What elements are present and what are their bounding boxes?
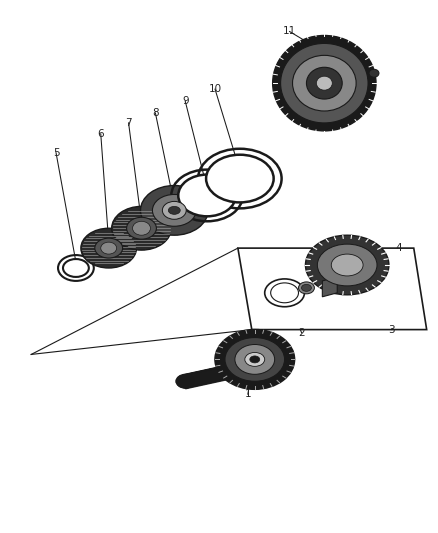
Ellipse shape [127, 217, 156, 239]
Ellipse shape [191, 371, 210, 385]
Ellipse shape [281, 43, 368, 123]
Text: 2: 2 [298, 328, 305, 337]
Ellipse shape [205, 368, 225, 382]
Ellipse shape [271, 283, 298, 303]
Ellipse shape [194, 370, 214, 384]
Ellipse shape [301, 285, 311, 292]
Ellipse shape [224, 364, 244, 377]
Ellipse shape [95, 238, 123, 258]
Ellipse shape [101, 242, 117, 254]
Text: 5: 5 [53, 148, 60, 158]
Ellipse shape [179, 374, 199, 387]
Ellipse shape [200, 369, 219, 383]
Text: 6: 6 [97, 129, 104, 139]
Polygon shape [322, 277, 337, 297]
Ellipse shape [220, 365, 240, 378]
Ellipse shape [181, 373, 201, 387]
Ellipse shape [175, 374, 195, 388]
Ellipse shape [168, 206, 180, 214]
Ellipse shape [178, 175, 236, 216]
Ellipse shape [112, 206, 171, 250]
Ellipse shape [211, 367, 231, 381]
Ellipse shape [235, 344, 275, 374]
Text: 3: 3 [389, 325, 395, 335]
Ellipse shape [196, 370, 216, 384]
Ellipse shape [192, 370, 212, 384]
Text: 1: 1 [244, 389, 251, 399]
Ellipse shape [188, 372, 208, 385]
Ellipse shape [228, 363, 248, 377]
Ellipse shape [183, 373, 203, 386]
Text: 4: 4 [396, 243, 402, 253]
Ellipse shape [307, 67, 342, 99]
Ellipse shape [226, 363, 246, 377]
Ellipse shape [177, 374, 197, 388]
Text: 9: 9 [182, 96, 188, 106]
Ellipse shape [225, 337, 285, 381]
Ellipse shape [217, 365, 237, 379]
Ellipse shape [207, 367, 227, 381]
Ellipse shape [206, 155, 274, 203]
Ellipse shape [293, 55, 356, 111]
Ellipse shape [81, 228, 137, 268]
Ellipse shape [273, 36, 376, 131]
Ellipse shape [318, 244, 377, 286]
Ellipse shape [63, 259, 89, 277]
Ellipse shape [331, 254, 363, 276]
Text: 10: 10 [208, 84, 222, 94]
Ellipse shape [215, 329, 294, 389]
Ellipse shape [298, 282, 314, 294]
Text: 7: 7 [125, 118, 132, 128]
Ellipse shape [141, 185, 208, 235]
Ellipse shape [245, 352, 265, 366]
Ellipse shape [230, 362, 250, 376]
Ellipse shape [305, 235, 389, 295]
Ellipse shape [213, 366, 233, 380]
Ellipse shape [223, 364, 242, 378]
Ellipse shape [185, 372, 205, 386]
Ellipse shape [162, 201, 186, 219]
Ellipse shape [204, 368, 223, 382]
Ellipse shape [187, 372, 206, 386]
Ellipse shape [133, 221, 150, 235]
Ellipse shape [198, 369, 218, 383]
Text: 11: 11 [283, 27, 296, 36]
Text: 8: 8 [152, 108, 159, 118]
Ellipse shape [250, 356, 260, 363]
Ellipse shape [209, 367, 229, 381]
Ellipse shape [201, 368, 222, 383]
Polygon shape [238, 248, 427, 329]
Ellipse shape [361, 252, 377, 264]
Ellipse shape [215, 366, 235, 379]
Ellipse shape [219, 365, 239, 379]
Ellipse shape [316, 76, 332, 90]
Ellipse shape [369, 69, 379, 77]
Ellipse shape [176, 374, 194, 388]
Ellipse shape [152, 195, 196, 226]
